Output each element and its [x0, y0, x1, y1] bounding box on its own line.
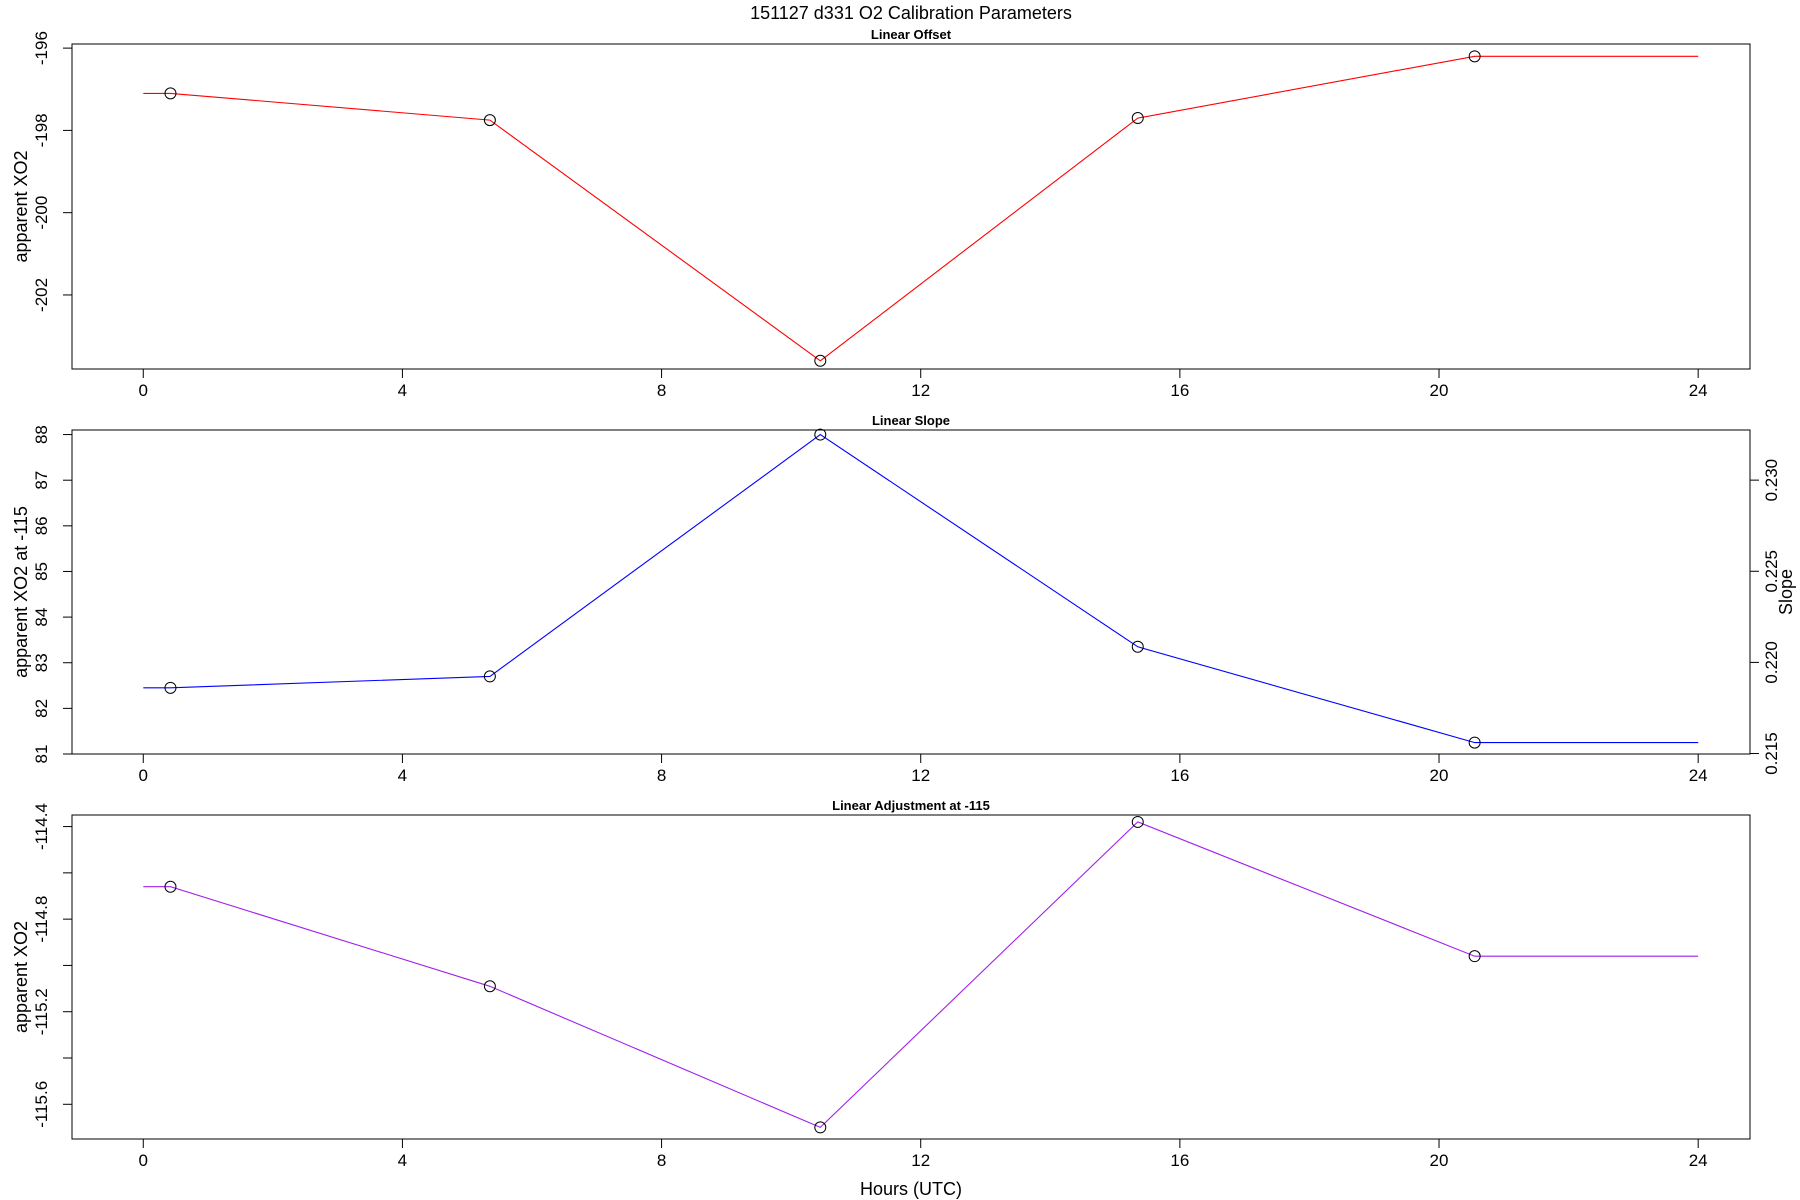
x-axis-label: Hours (UTC) — [860, 1179, 962, 1199]
data-point-marker — [1468, 950, 1481, 963]
y-tick-label: 88 — [32, 425, 51, 444]
panel-title: Linear Slope — [872, 413, 950, 428]
y-right-tick-label: 0.220 — [1762, 641, 1781, 684]
y-tick-label: -114.8 — [32, 896, 51, 943]
x-axis: 0 4 8 12 16 20 24 — [139, 368, 1708, 400]
x-tick-label: 20 — [1430, 381, 1449, 400]
panel-1: Linear Offset 0 4 8 12 16 20 24 -196 -198 -200 -202… — [11, 27, 1751, 400]
y-axis-label: apparent XO2 at -115 — [11, 506, 31, 678]
x-tick-label: 24 — [1689, 766, 1708, 785]
x-tick-label: 8 — [657, 381, 666, 400]
panel-title: Linear Adjustment at -115 — [832, 798, 990, 813]
y-tick-label: -196 — [32, 31, 51, 65]
y-right-tick-label: 0.215 — [1762, 732, 1781, 775]
x-tick-label: 4 — [398, 1151, 407, 1170]
series-line — [143, 55, 1699, 362]
data-point-marker — [483, 114, 496, 127]
x-tick-label: 24 — [1689, 381, 1708, 400]
y-axis: -114.4 -114.8 -115.2 -115.6 — [32, 803, 73, 1128]
data-point-marker — [814, 1121, 827, 1134]
y-axis-label: apparent XO2 — [11, 921, 31, 1033]
y-tick-label: -115.2 — [32, 988, 51, 1035]
x-tick-label: 20 — [1430, 1151, 1449, 1170]
y-tick-label: -114.4 — [32, 803, 51, 850]
x-tick-label: 4 — [398, 381, 407, 400]
x-tick-label: 0 — [139, 1151, 148, 1170]
panel-2: Linear Slope 0 4 8 12 16 20 24 81 82 83 84 85 86 87 88 a… — [11, 413, 1796, 785]
x-axis: 0 4 8 12 16 20 24 — [139, 1138, 1708, 1170]
data-point-marker — [1131, 815, 1144, 828]
x-tick-label: 8 — [657, 766, 666, 785]
series-line — [143, 433, 1699, 744]
x-tick-label: 12 — [911, 381, 930, 400]
x-tick-label: 8 — [657, 1151, 666, 1170]
plot-frame — [71, 43, 1751, 370]
y-right-axis-label: Slope — [1776, 569, 1796, 615]
data-point-marker — [164, 681, 177, 694]
data-point-marker — [483, 980, 496, 993]
x-axis: 0 4 8 12 16 20 24 — [139, 753, 1708, 785]
x-tick-label: 16 — [1170, 1151, 1189, 1170]
x-tick-label: 24 — [1689, 1151, 1708, 1170]
data-point-marker — [164, 87, 177, 100]
y-tick-label: -200 — [32, 196, 51, 230]
plot-frame — [71, 814, 1751, 1140]
y-tick-label: -198 — [32, 113, 51, 147]
y-tick-label: -115.6 — [32, 1081, 51, 1128]
y-tick-label: 82 — [32, 699, 51, 718]
y-axis-right: 0.215 0.220 0.225 0.230 — [1749, 459, 1781, 775]
panel-3: Linear Adjustment at -115 0 4 8 12 16 20 24 -114… — [11, 798, 1751, 1170]
y-tick-label: 81 — [32, 745, 51, 764]
x-tick-label: 12 — [911, 1151, 930, 1170]
panel-title: Linear Offset — [871, 27, 952, 42]
series-line — [143, 821, 1699, 1129]
data-point-marker — [1468, 50, 1481, 63]
data-point-marker — [164, 880, 177, 893]
figure-title: 151127 d331 O2 Calibration Parameters — [750, 3, 1072, 23]
panels: Linear Offset 0 4 8 12 16 20 24 -196 -198 -200 -202… — [11, 27, 1796, 1170]
y-axis: -196 -198 -200 -202 — [32, 31, 73, 312]
y-tick-label: -202 — [32, 278, 51, 312]
y-axis-label: apparent XO2 — [11, 150, 31, 262]
data-point-marker — [1131, 640, 1144, 653]
y-tick-label: 85 — [32, 562, 51, 581]
y-right-tick-label: 0.225 — [1762, 550, 1781, 593]
plot-frame — [71, 429, 1751, 755]
x-tick-label: 12 — [911, 766, 930, 785]
x-tick-label: 20 — [1430, 766, 1449, 785]
x-tick-label: 16 — [1170, 381, 1189, 400]
data-point-marker — [483, 670, 496, 683]
data-point-marker — [814, 354, 827, 367]
y-tick-label: 83 — [32, 653, 51, 672]
data-point-marker — [1131, 112, 1144, 125]
y-right-tick-label: 0.230 — [1762, 459, 1781, 502]
data-point-marker — [1468, 736, 1481, 749]
x-tick-label: 4 — [398, 766, 407, 785]
x-tick-label: 0 — [139, 381, 148, 400]
y-tick-label: 87 — [32, 471, 51, 490]
y-axis: 81 82 83 84 85 86 87 88 — [32, 425, 73, 764]
x-tick-label: 0 — [139, 766, 148, 785]
y-tick-label: 86 — [32, 516, 51, 535]
y-tick-label: 84 — [32, 608, 51, 627]
x-tick-label: 16 — [1170, 766, 1189, 785]
data-point-marker — [814, 428, 827, 441]
